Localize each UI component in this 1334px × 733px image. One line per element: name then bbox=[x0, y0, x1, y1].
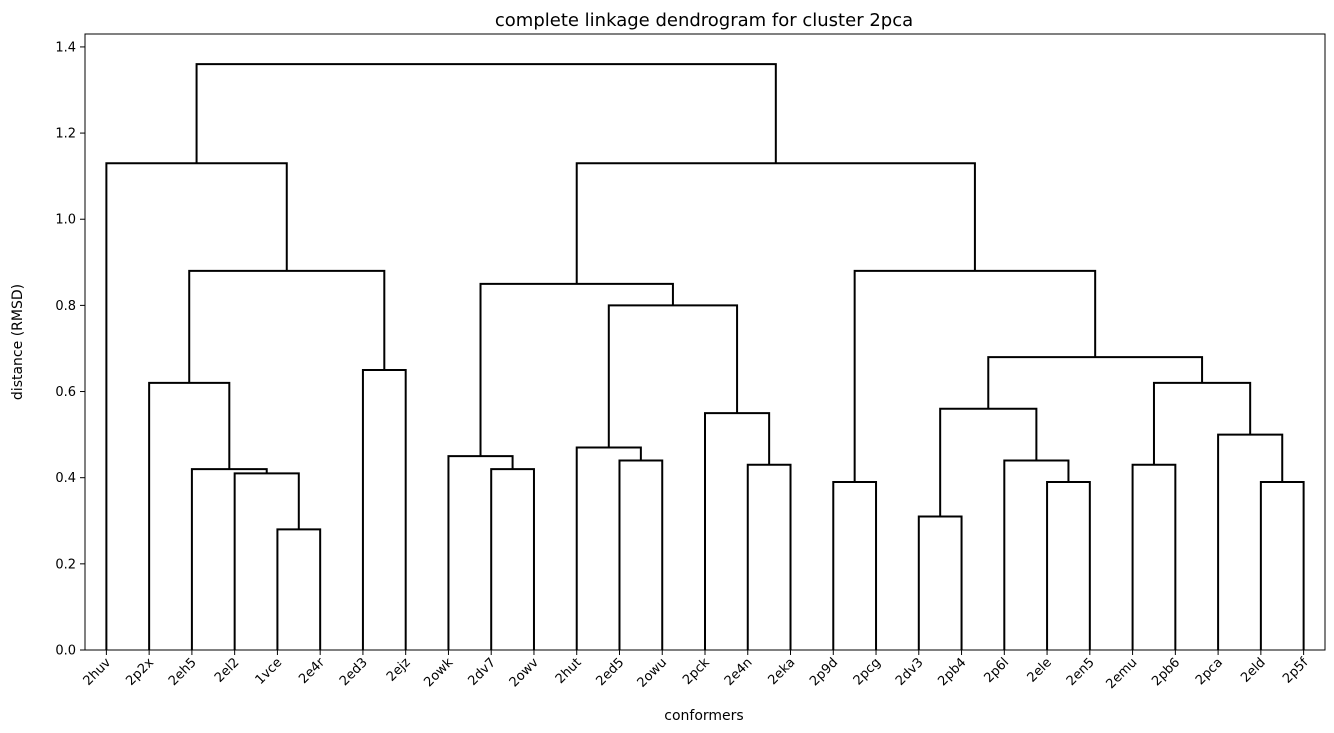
leaf-label: 2p5f bbox=[1280, 655, 1312, 687]
leaf-label: 2e4r bbox=[296, 655, 328, 687]
leaf-label: 1vce bbox=[253, 655, 286, 688]
y-axis: 0.0 0.2 0.4 0.6 0.8 1.0 1.2 1.4 bbox=[55, 40, 85, 659]
dendrogram-link bbox=[987, 356, 1204, 409]
y-tick-label: 1.0 bbox=[55, 213, 76, 228]
leaf-label: 2el2 bbox=[212, 655, 243, 686]
leaf-label: 2pcg bbox=[851, 655, 884, 688]
dendrogram-link bbox=[195, 63, 777, 164]
leaf-label: 2owk bbox=[421, 655, 456, 690]
dendrogram-link bbox=[575, 162, 976, 284]
dendrogram-link bbox=[1259, 481, 1305, 650]
leaf-label: 2p6l bbox=[981, 655, 1012, 686]
leaf-label: 2p2x bbox=[123, 655, 157, 689]
y-tick-label: 0.4 bbox=[55, 471, 76, 486]
dendrogram-link bbox=[917, 515, 963, 650]
dendrogram-links bbox=[105, 63, 1305, 650]
leaf-label: 2ed3 bbox=[337, 655, 371, 689]
leaf-label: 2e4n bbox=[722, 655, 756, 689]
y-tick-label: 0.2 bbox=[55, 557, 76, 572]
leaf-label: 2pck bbox=[680, 655, 713, 688]
leaf-label: 2ejz bbox=[384, 655, 414, 685]
leaf-label: 2dv7 bbox=[465, 655, 499, 689]
chart-title: complete linkage dendrogram for cluster … bbox=[495, 10, 913, 31]
leaf-label: 2eh5 bbox=[166, 655, 200, 689]
leaf-label: 2eka bbox=[765, 655, 798, 688]
dendrogram-link bbox=[1003, 459, 1070, 650]
dendrogram-link bbox=[361, 369, 407, 650]
y-tick-label: 0.0 bbox=[55, 644, 76, 659]
dendrogram-link bbox=[1131, 463, 1177, 650]
dendrogram-link bbox=[190, 468, 268, 650]
y-tick-label: 0.6 bbox=[55, 385, 76, 400]
y-tick-label: 0.8 bbox=[55, 299, 76, 314]
leaf-label: 2dv3 bbox=[893, 655, 927, 689]
dendrogram-link bbox=[832, 481, 878, 650]
dendrogram-link bbox=[1152, 381, 1252, 465]
leaf-label: 2emu bbox=[1104, 655, 1141, 692]
dendrogram-link bbox=[105, 162, 288, 650]
y-tick-label: 1.2 bbox=[55, 127, 76, 142]
dendrogram-link bbox=[447, 455, 514, 650]
dendrogram-link bbox=[490, 468, 535, 650]
dendrogram-link bbox=[704, 412, 771, 650]
dendrogram-link bbox=[618, 459, 664, 650]
dendrogram-link bbox=[479, 282, 674, 457]
dendrogram-link bbox=[276, 528, 322, 650]
leaf-label: 2ed5 bbox=[594, 655, 628, 689]
dendrogram-link bbox=[607, 304, 739, 448]
dendrogram-link bbox=[1046, 481, 1091, 650]
leaf-label: 2pb4 bbox=[935, 655, 969, 689]
y-tick-label: 1.4 bbox=[55, 40, 76, 55]
leaf-label: 2ele bbox=[1025, 655, 1055, 685]
leaf-label: 2owu bbox=[635, 655, 670, 690]
y-axis-label: distance (RMSD) bbox=[10, 284, 26, 400]
leaf-label: 2en5 bbox=[1064, 655, 1098, 689]
dendrogram-link bbox=[188, 269, 386, 383]
leaf-label: 2hut bbox=[553, 655, 585, 687]
leaf-label: 2eld bbox=[1238, 655, 1269, 686]
leaf-label: 2huv bbox=[81, 655, 115, 689]
x-axis-label: conformers bbox=[664, 708, 743, 724]
leaf-label: 2pb6 bbox=[1149, 655, 1183, 689]
x-axis-leaf-labels: 2huv 2p2x 2eh5 2el2 1vce 2e4r 2ed3 2ejz 2owk 2dv7… bbox=[81, 650, 1312, 692]
dendrogram-link bbox=[939, 407, 1038, 517]
dendrogram-link bbox=[148, 381, 231, 650]
leaf-label: 2p9d bbox=[807, 655, 841, 689]
leaf-label: 2owv bbox=[507, 655, 542, 690]
dendrogram-link bbox=[853, 269, 1097, 482]
leaf-label: 2pca bbox=[1193, 655, 1226, 688]
dendrogram-link bbox=[1217, 433, 1284, 650]
dendrogram-link bbox=[746, 463, 792, 650]
dendrogram-link bbox=[233, 472, 300, 650]
dendrogram-link bbox=[575, 446, 642, 650]
